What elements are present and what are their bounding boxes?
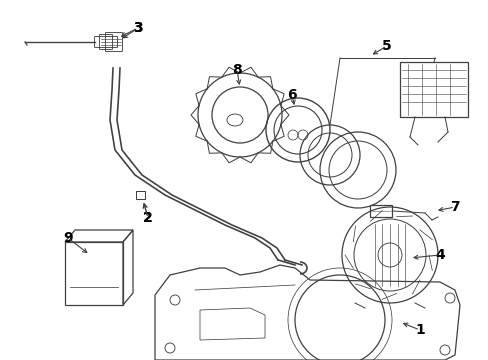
Bar <box>65 242 123 305</box>
Text: 2: 2 <box>143 211 153 225</box>
Text: 8: 8 <box>232 63 242 77</box>
Bar <box>136 191 145 199</box>
Text: 3: 3 <box>133 21 142 35</box>
Text: 6: 6 <box>286 88 296 102</box>
Bar <box>399 62 467 117</box>
Text: 1: 1 <box>414 323 424 337</box>
Text: 9: 9 <box>63 231 73 245</box>
Text: 5: 5 <box>381 39 391 53</box>
Text: 4: 4 <box>434 248 444 262</box>
Text: 3: 3 <box>133 21 142 35</box>
Bar <box>369 205 391 217</box>
Text: 2: 2 <box>143 211 153 225</box>
Text: 7: 7 <box>449 200 459 214</box>
